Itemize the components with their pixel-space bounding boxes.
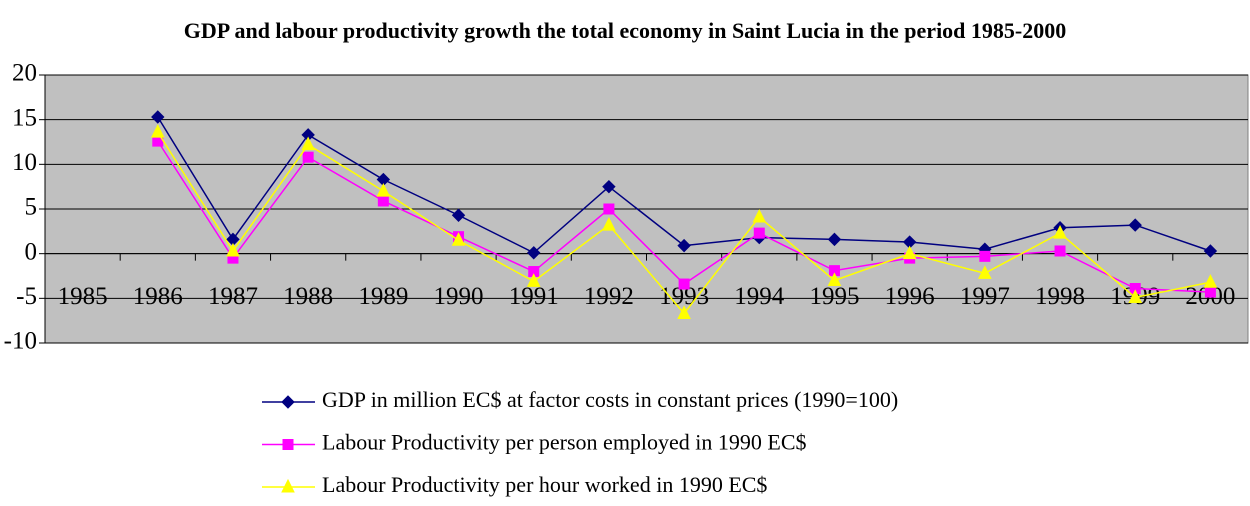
x-tick-label: 1989	[358, 283, 408, 310]
x-tick-label: 1987	[208, 283, 258, 310]
data-point	[827, 272, 842, 286]
data-point	[226, 242, 240, 257]
data-point	[752, 208, 767, 223]
data-point	[827, 232, 842, 247]
x-tick-label: 1992	[584, 283, 634, 310]
data-point	[678, 278, 690, 290]
data-point	[677, 238, 691, 253]
data-point	[1203, 244, 1218, 258]
x-tick-label: 1990	[434, 283, 484, 310]
y-tick-label: -5	[16, 283, 37, 310]
y-tick-label: 5	[25, 194, 38, 221]
data-point	[1204, 286, 1216, 298]
data-point	[301, 136, 315, 151]
data-point	[902, 245, 917, 260]
data-point	[602, 179, 616, 194]
data-point	[451, 232, 466, 246]
legend-label: Labour Productivity per person employed …	[322, 430, 807, 455]
legend-marker	[282, 439, 294, 450]
data-point	[526, 273, 541, 287]
data-point	[603, 203, 615, 215]
data-point	[150, 124, 165, 138]
data-point	[1203, 274, 1218, 288]
data-point	[978, 265, 992, 279]
x-tick-label: 1994	[734, 283, 785, 310]
x-tick-label: 1995	[809, 283, 859, 310]
data-point	[979, 250, 991, 262]
data-point	[1128, 289, 1143, 303]
y-tick-label: 15	[12, 104, 37, 131]
data-point	[451, 208, 466, 222]
x-tick-label: 1991	[509, 283, 559, 310]
x-tick-label: 1997	[960, 283, 1010, 310]
y-tick-label: 10	[12, 149, 37, 176]
data-point	[753, 227, 765, 239]
legend-label: Labour Productivity per hour worked in 1…	[322, 472, 767, 497]
data-point	[527, 246, 541, 260]
data-point	[677, 305, 691, 320]
data-point	[602, 216, 616, 231]
chart-title: GDP and labour productivity growth the t…	[183, 18, 1067, 43]
x-tick-label: 1986	[133, 283, 183, 310]
data-point	[377, 195, 389, 207]
legend-marker	[281, 478, 295, 493]
data-point	[151, 110, 165, 124]
y-tick-label: 20	[12, 60, 37, 87]
data-point	[302, 151, 314, 163]
legend-label: GDP in million EC$ at factor costs in co…	[322, 387, 898, 412]
data-point	[376, 183, 391, 197]
y-tick-label: -10	[4, 328, 37, 355]
x-tick-label: 1996	[885, 283, 935, 310]
y-tick-label: 0	[25, 238, 38, 265]
data-point	[1054, 245, 1066, 257]
x-tick-label: 1988	[283, 283, 333, 310]
x-tick-label: 1985	[58, 283, 108, 310]
x-tick-label: 1998	[1035, 283, 1085, 310]
data-point	[1053, 225, 1067, 239]
legend-marker	[281, 395, 295, 409]
data-point	[1128, 218, 1142, 232]
